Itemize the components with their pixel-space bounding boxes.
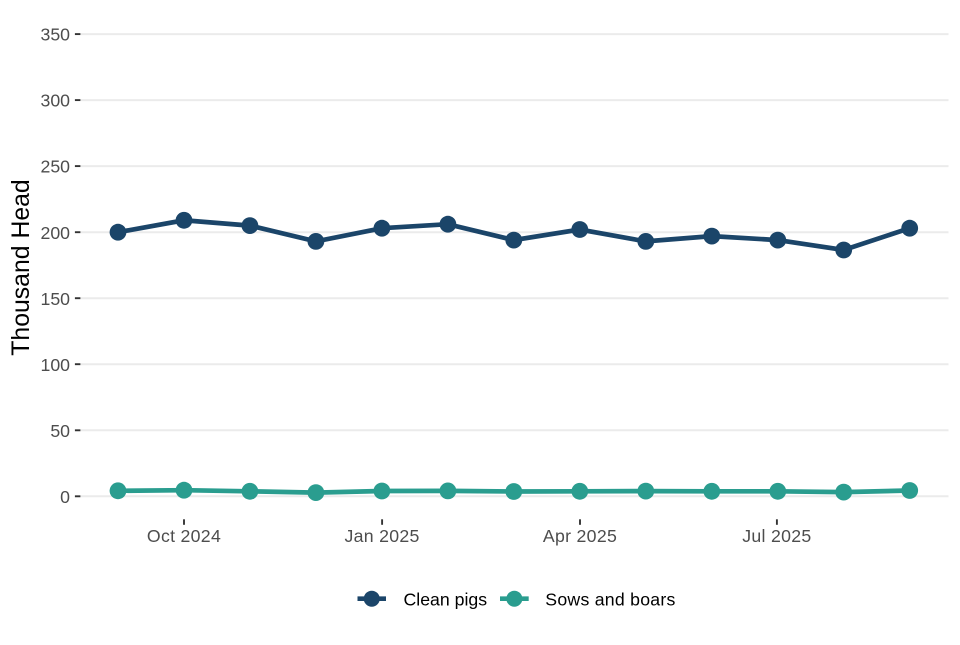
- svg-text:Thousand Head: Thousand Head: [8, 179, 35, 355]
- svg-text:0: 0: [60, 487, 70, 507]
- svg-text:300: 300: [40, 91, 70, 111]
- svg-text:Jul 2025: Jul 2025: [742, 526, 811, 546]
- svg-text:Apr 2025: Apr 2025: [543, 526, 617, 546]
- svg-text:Clean pigs: Clean pigs: [404, 589, 488, 609]
- svg-text:50: 50: [50, 421, 70, 441]
- svg-text:350: 350: [40, 25, 70, 45]
- svg-text:100: 100: [40, 355, 70, 375]
- svg-text:250: 250: [40, 157, 70, 177]
- svg-text:Oct 2024: Oct 2024: [147, 526, 221, 546]
- svg-text:Jan 2025: Jan 2025: [345, 526, 420, 546]
- svg-text:150: 150: [40, 289, 70, 309]
- svg-text:Sows and boars: Sows and boars: [545, 589, 675, 609]
- svg-text:200: 200: [40, 223, 70, 243]
